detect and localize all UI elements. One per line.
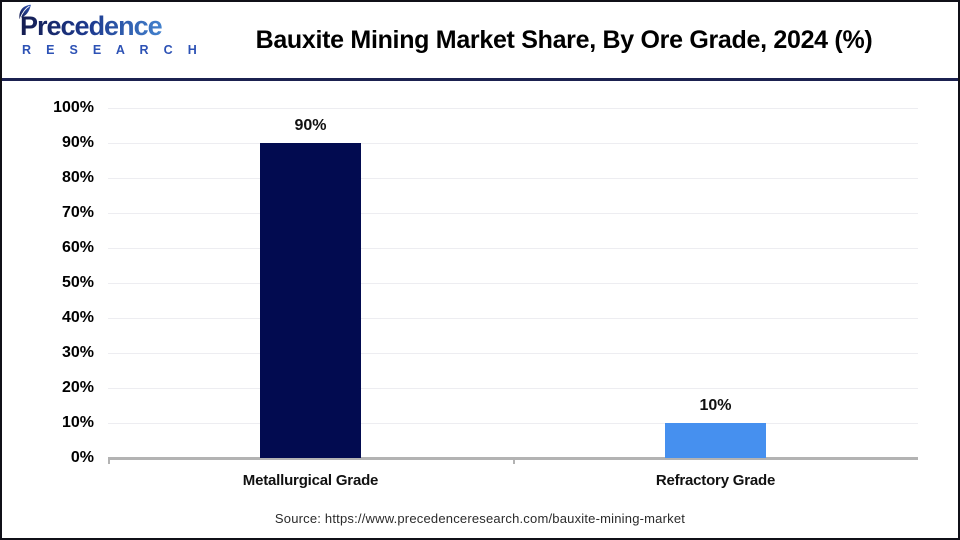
bar-value-label: 10%	[699, 397, 732, 414]
bar-refractory-grade	[665, 423, 766, 458]
y-axis-tick-label: 60%	[61, 239, 94, 256]
logo-wordmark: Precedence	[18, 4, 176, 41]
gridline	[108, 143, 918, 144]
chart-area: 0% 10% 20% 30% 40% 50% 60% 70% 80% 90% 100% 90% Meta…	[2, 81, 958, 538]
logo-text-research: R E S E A R C H	[22, 43, 203, 57]
y-axis-tick-label: 70%	[61, 204, 94, 221]
x-axis-tick	[513, 458, 515, 464]
y-axis-tick-label: 40%	[61, 309, 94, 326]
gridline	[108, 353, 918, 354]
plot-area: 0% 10% 20% 30% 40% 50% 60% 70% 80% 90% 100% 90% Meta…	[2, 81, 958, 538]
gridline	[108, 318, 918, 319]
y-axis-tick-label: 30%	[61, 344, 94, 361]
y-axis-tick-label: 80%	[61, 169, 94, 186]
source-text: Source: https://www.precedenceresearch.c…	[274, 511, 686, 526]
y-axis-tick-label: 20%	[61, 379, 94, 396]
x-axis-category-label: Metallurgical Grade	[242, 472, 379, 489]
y-axis-tick-label: 0%	[70, 449, 94, 466]
gridline	[108, 213, 918, 214]
x-axis-category-label: Refractory Grade	[655, 472, 776, 489]
y-axis-tick-label: 100%	[53, 99, 94, 116]
header: Precedence R E S E A R C H Bauxite Minin…	[2, 2, 958, 81]
y-axis-tick-label: 90%	[61, 134, 94, 151]
x-axis-tick	[108, 458, 110, 464]
bar-metallurgical-grade	[260, 143, 361, 458]
gridline	[108, 108, 918, 109]
gridline	[108, 388, 918, 389]
precedence-research-logo: Precedence R E S E A R C H	[18, 4, 203, 57]
leaf-icon	[19, 4, 31, 19]
chart-title: Bauxite Mining Market Share, By Ore Grad…	[255, 25, 873, 54]
y-axis-tick-label: 10%	[61, 414, 94, 431]
bar-value-label: 90%	[294, 117, 327, 134]
gridline	[108, 178, 918, 179]
gridline	[108, 248, 918, 249]
logo-text-precedence: Precedence	[20, 11, 162, 41]
y-axis-tick-label: 50%	[61, 274, 94, 291]
gridline	[108, 283, 918, 284]
gridline	[108, 423, 918, 424]
